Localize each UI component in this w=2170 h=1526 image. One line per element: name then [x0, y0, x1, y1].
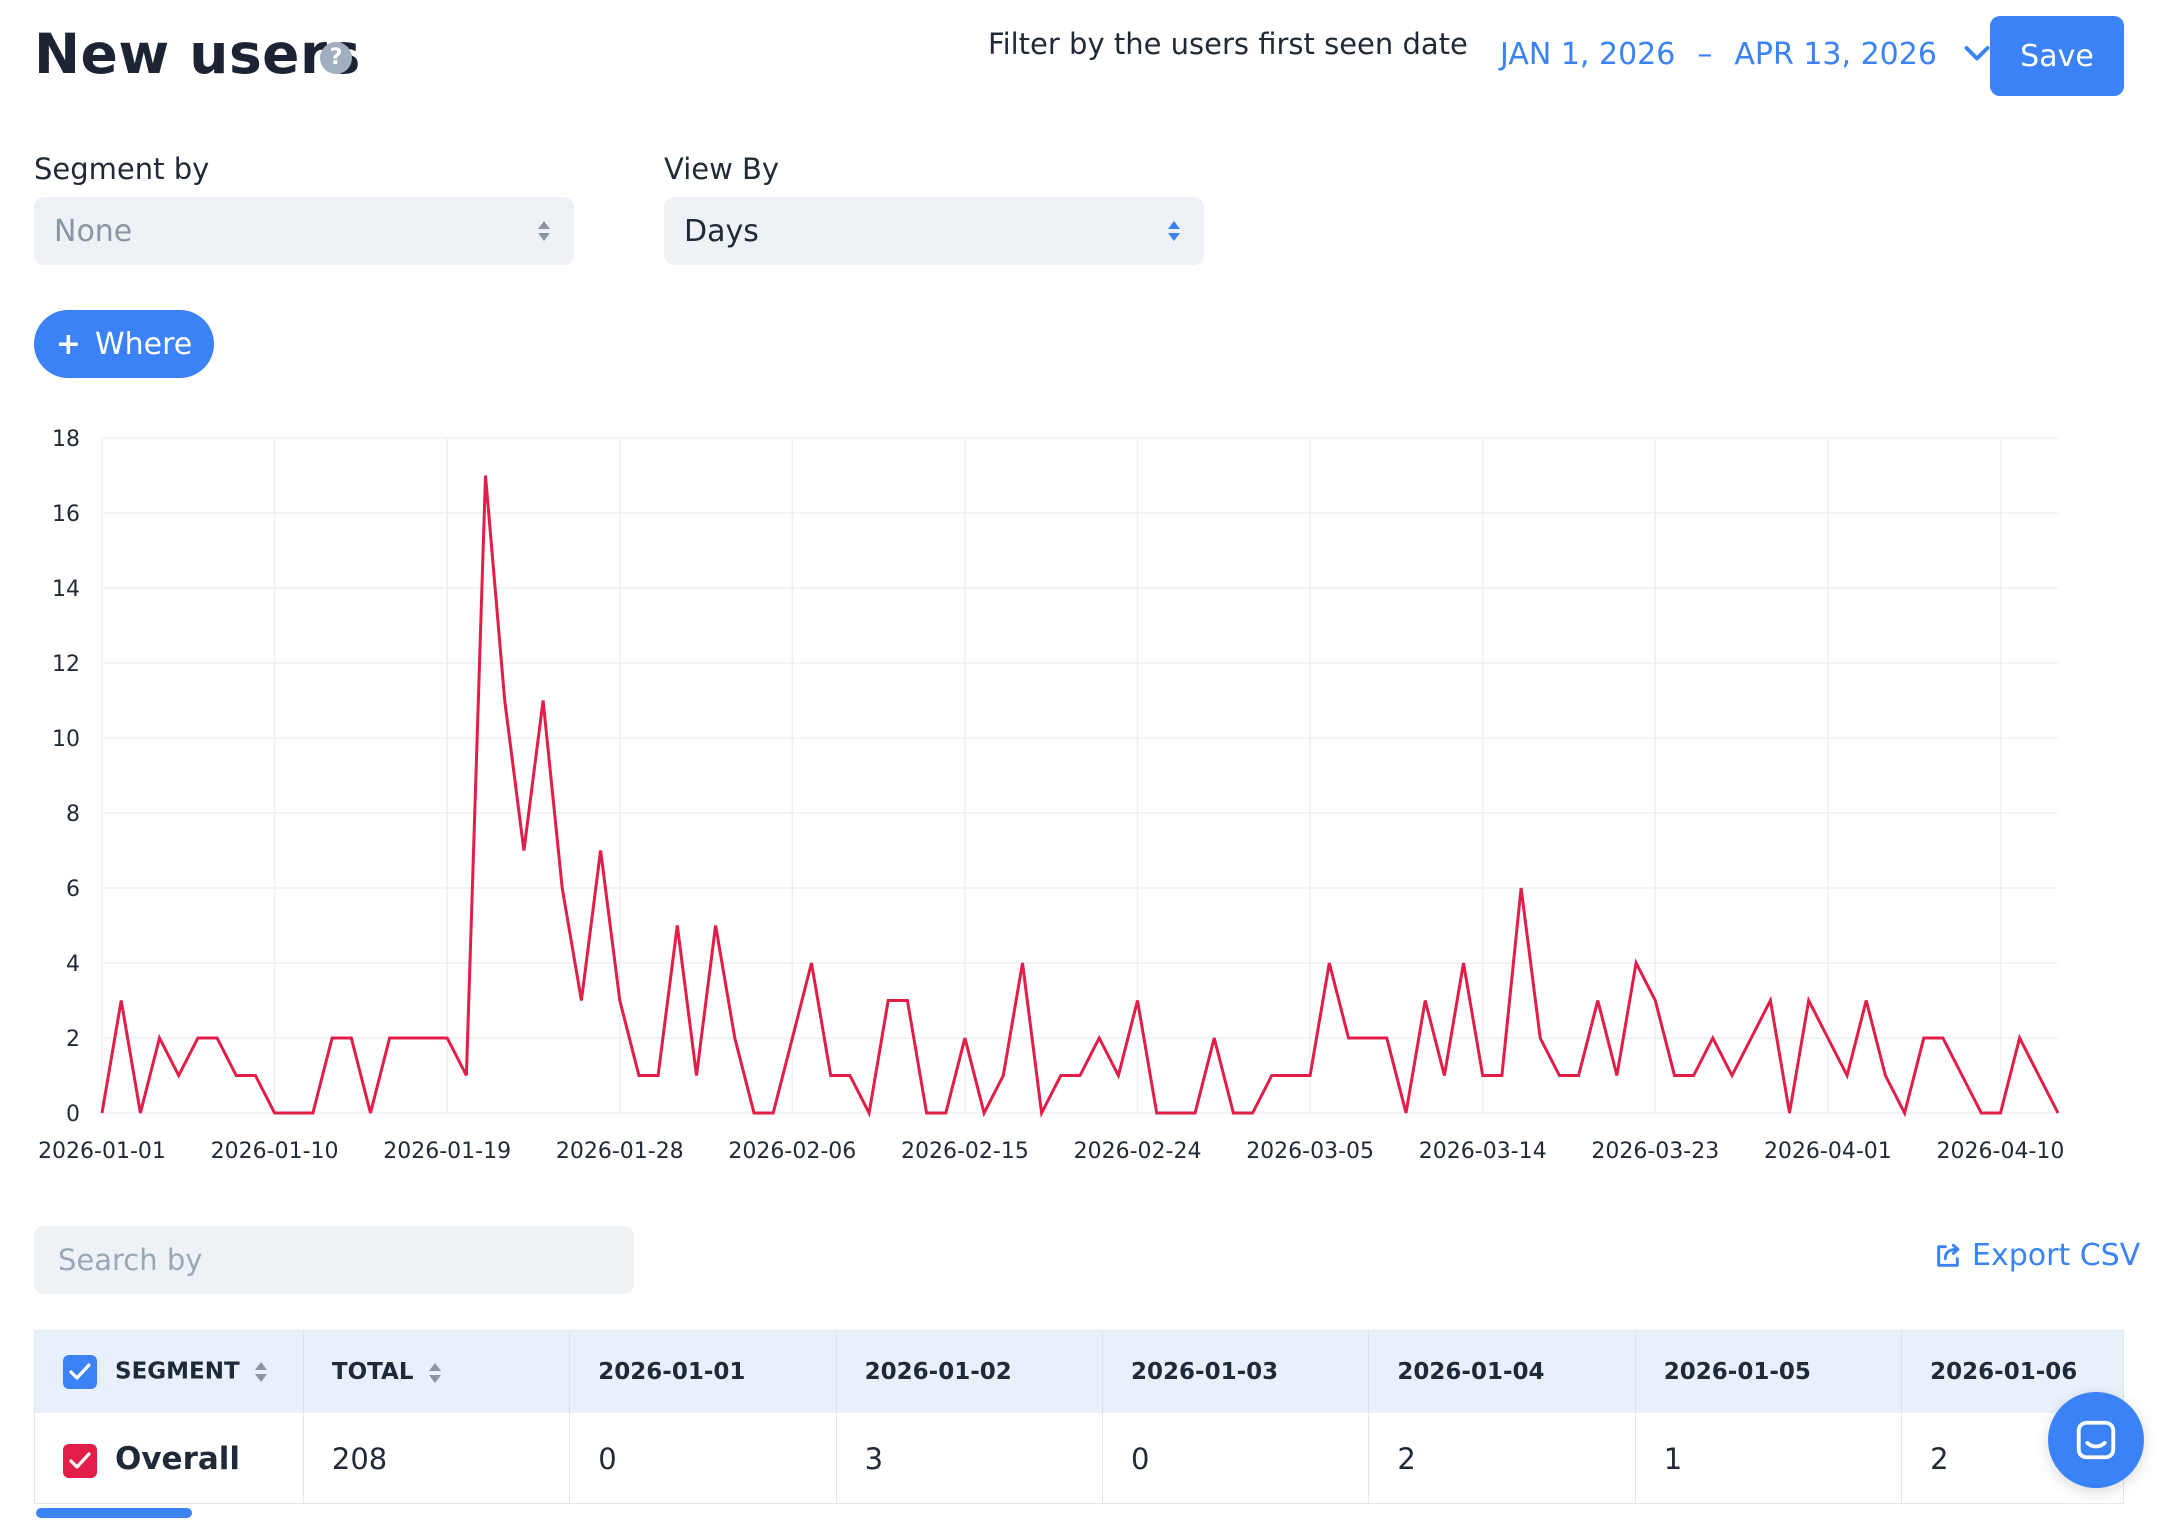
export-csv-link[interactable]: Export CSV	[1932, 1238, 2140, 1273]
check-icon	[69, 1363, 91, 1380]
date-separator: –	[1697, 36, 1713, 72]
date-column-header: 2026-01-02	[836, 1331, 1104, 1413]
y-tick-label: 10	[52, 727, 80, 752]
date-filter-label: Filter by the users first seen date	[988, 27, 1468, 61]
segment-column-header[interactable]: SEGMENT	[35, 1331, 304, 1413]
x-tick-label: 2026-01-28	[556, 1139, 684, 1164]
x-tick-label: 2026-01-10	[211, 1139, 339, 1164]
table-row: Overall 208 0 3 0 2 1 2 1	[35, 1413, 2123, 1503]
chat-launcher-button[interactable]	[2048, 1392, 2144, 1488]
help-icon[interactable]: ?	[320, 42, 352, 74]
x-tick-label: 2026-02-24	[1074, 1139, 1202, 1164]
x-tick-label: 2026-04-01	[1764, 1139, 1892, 1164]
where-label: Where	[94, 326, 193, 362]
y-tick-label: 16	[52, 502, 80, 527]
x-tick-label: 2026-03-23	[1591, 1139, 1719, 1164]
y-tick-label: 0	[66, 1102, 80, 1127]
x-tick-label: 2026-02-15	[901, 1139, 1029, 1164]
y-tick-label: 4	[66, 952, 80, 977]
search-input[interactable]	[34, 1226, 634, 1294]
segment-by-label: Segment by	[34, 152, 210, 186]
value-cell: 1	[1635, 1413, 1903, 1503]
value-cell: 0	[569, 1413, 837, 1503]
view-by-value: Days	[684, 213, 759, 249]
sort-arrows-icon	[538, 221, 550, 241]
chevron-down-icon	[1964, 46, 1990, 61]
segments-table: SEGMENT TOTAL 2026-01-01 2026-01-02 2026…	[34, 1330, 2124, 1504]
total-column-header[interactable]: TOTAL	[303, 1331, 571, 1413]
date-column-header: 2026-01-04	[1368, 1331, 1636, 1413]
chat-icon	[2076, 1420, 2116, 1460]
sort-arrows-icon	[1168, 221, 1180, 241]
sort-icon	[428, 1362, 441, 1383]
date-column-header: 2026-01-05	[1635, 1331, 1903, 1413]
export-icon	[1937, 1243, 1960, 1267]
page-title: New users	[34, 22, 361, 86]
horizontal-scrollbar[interactable]	[36, 1508, 192, 1518]
date-column-header: 2026-01-01	[569, 1331, 837, 1413]
select-all-checkbox[interactable]	[63, 1355, 97, 1389]
y-tick-label: 6	[66, 877, 80, 902]
date-start: JAN 1, 2026	[1500, 36, 1676, 72]
sort-icon	[254, 1362, 267, 1382]
check-icon	[69, 1451, 91, 1469]
series-line	[100, 475, 2060, 1119]
date-column-header: 2026-01-03	[1102, 1331, 1370, 1413]
table-header-row: SEGMENT TOTAL 2026-01-01 2026-01-02 2026…	[35, 1331, 2123, 1413]
save-button[interactable]: Save	[1990, 16, 2124, 96]
y-tick-label: 2	[66, 1027, 80, 1052]
y-tick-label: 18	[52, 427, 80, 452]
y-tick-label: 8	[66, 802, 80, 827]
segment-name: Overall	[115, 1440, 241, 1477]
segment-header-label: SEGMENT	[115, 1358, 240, 1385]
view-by-label: View By	[664, 152, 780, 186]
segment-cell: Overall	[35, 1413, 304, 1503]
x-tick-label: 2026-02-06	[728, 1139, 856, 1164]
y-tick-label: 12	[52, 652, 80, 677]
add-where-filter-button[interactable]: + Where	[34, 310, 214, 378]
value-cell: 2	[1368, 1413, 1636, 1503]
x-tick-label: 2026-03-14	[1419, 1139, 1547, 1164]
date-end: APR 13, 2026	[1734, 36, 1937, 72]
x-tick-label: 2026-01-19	[383, 1139, 511, 1164]
value-cell: 0	[1102, 1413, 1370, 1503]
value-cell: 3	[836, 1413, 1104, 1503]
y-tick-label: 14	[52, 577, 80, 602]
x-tick-label: 2026-04-10	[1937, 1139, 2065, 1164]
x-tick-label: 2026-03-05	[1246, 1139, 1374, 1164]
row-checkbox[interactable]	[63, 1443, 97, 1478]
plus-icon: +	[55, 326, 81, 362]
x-tick-label: 2026-01-01	[38, 1139, 166, 1164]
new-users-line-chart: 0 2 4 6 8 10 12 14 16 18 2026-01-01 2026-01-10 2026-…	[38, 427, 2065, 1164]
view-by-select[interactable]: Days	[664, 197, 1204, 265]
segment-by-select[interactable]: None	[34, 197, 574, 265]
date-range-picker[interactable]: JAN 1, 2026 – APR 13, 2026	[1500, 36, 1995, 72]
export-csv-label: Export CSV	[1972, 1238, 2141, 1273]
total-cell: 208	[303, 1413, 571, 1503]
segment-by-value: None	[54, 213, 133, 249]
total-header-label: TOTAL	[331, 1359, 414, 1385]
